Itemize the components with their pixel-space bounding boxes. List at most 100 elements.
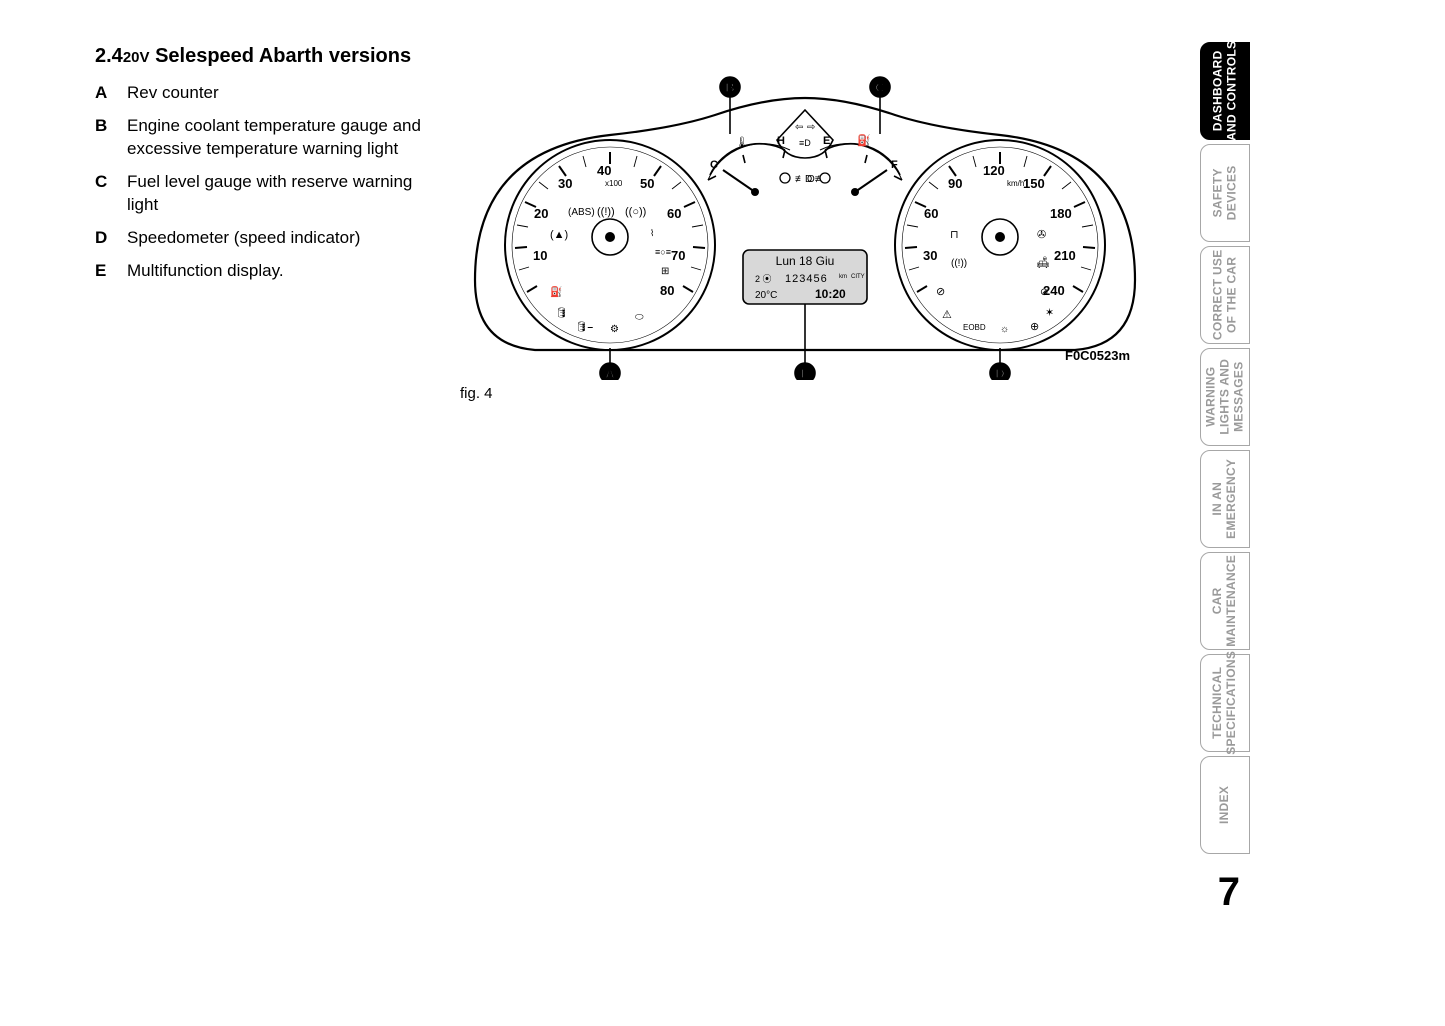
speed-label: 60 — [924, 206, 938, 221]
legend-text: Engine coolant temperature gauge and exc… — [127, 115, 435, 161]
speed-label: 30 — [923, 248, 937, 263]
display-city: CITY — [851, 274, 865, 280]
tab-technical[interactable]: TECHNICALSPECIFICATIONS — [1200, 654, 1250, 752]
oil-icon: 🛢⎯ — [575, 321, 593, 333]
rev-label: 40 — [597, 163, 611, 178]
tab-emergency[interactable]: IN ANEMERGENCY — [1200, 450, 1250, 548]
water-in-fuel-icon: ⛽̣ — [550, 285, 562, 298]
legend-key: D — [95, 227, 113, 250]
power-steer-icon: ((!)) — [951, 258, 967, 269]
tab-correct-use[interactable]: CORRECT USEOF THE CAR — [1200, 246, 1250, 344]
asr-icon: ⊘ — [936, 286, 945, 298]
rev-label: 70 — [671, 248, 685, 263]
heading-small: 20V — [123, 49, 150, 66]
fuel-pump-icon: ⛽ — [857, 134, 871, 147]
legend-text: Speedometer (speed indicator) — [127, 227, 435, 250]
glowplug-icon: ⌇ — [650, 228, 654, 238]
coolant-high: H — [777, 135, 785, 147]
speed-label: 150 — [1023, 176, 1045, 191]
tab-label: SAFETYDEVICES — [1211, 166, 1239, 221]
eobd-icon: EOBD — [963, 323, 986, 332]
legend-item: B Engine coolant temperature gauge and ex… — [95, 115, 435, 161]
legend-text: Fuel level gauge with reserve warning li… — [127, 171, 435, 217]
speed-label: 90 — [948, 176, 962, 191]
display-clock: 10:20 — [815, 287, 846, 301]
door-icon: ⊓ — [950, 229, 959, 241]
tab-label: INDEX — [1218, 786, 1232, 824]
display-temp: 20°C — [755, 290, 777, 301]
heading-suffix: Selespeed Abarth versions — [150, 45, 412, 67]
handbrake-icon: (▲) — [550, 229, 568, 241]
legend-item: ARev counter — [95, 82, 435, 105]
tab-dashboard[interactable]: DASHBOARDAND CONTROLS — [1200, 42, 1250, 140]
fuel-low: E — [823, 135, 830, 147]
engine-mil-icon: ⬭ — [635, 312, 644, 323]
tab-maintenance[interactable]: CARMAINTENANCE — [1200, 552, 1250, 650]
brakewear-icon: ((○)) — [625, 206, 646, 218]
turn-left-icon: ⇦ — [795, 122, 803, 133]
rev-unit: x100 — [605, 179, 623, 188]
heading-prefix: 2.4 — [95, 45, 123, 67]
fuel-high: F — [891, 159, 898, 171]
display-line1: Lun 18 Giu — [776, 254, 835, 268]
tab-warning[interactable]: WARNINGLIGHTS ANDMESSAGES — [1200, 348, 1250, 446]
tab-label: CARMAINTENANCE — [1211, 555, 1239, 647]
tab-safety[interactable]: SAFETYDEVICES — [1200, 144, 1250, 242]
callout-a: A — [605, 366, 615, 380]
speed-label: 210 — [1054, 248, 1076, 263]
callout-b: B — [725, 80, 734, 95]
seatbelt-icon: 🛋 — [1036, 256, 1050, 269]
rev-counter: 10 20 30 40 50 60 70 80 x100 (ABS) ((!))… — [505, 140, 715, 350]
legend-key: E — [95, 260, 113, 283]
legend-key: B — [95, 115, 113, 161]
section-tabs: DASHBOARDAND CONTROLS SAFETYDEVICES CORR… — [1200, 42, 1250, 854]
fog-rear-icon: O≢ — [807, 174, 825, 185]
headlight-icon: ≡D — [799, 138, 811, 148]
thermometer-icon: 🌡 — [735, 136, 749, 149]
callout-c: C — [875, 80, 885, 95]
rev-label: 30 — [558, 176, 572, 191]
tab-label: WARNINGLIGHTS ANDMESSAGES — [1204, 359, 1245, 435]
rev-label: 60 — [667, 206, 681, 221]
oil-level-icon: 🛢 — [555, 307, 568, 319]
legend-text: Multifunction display. — [127, 260, 435, 283]
figure-caption: fig. 4 — [460, 385, 493, 402]
indicator-lamp-icon — [780, 173, 790, 183]
callout-d: D — [995, 366, 1004, 380]
engine-icon: ⚙ — [610, 324, 619, 335]
steering-icon: ⊕ — [1030, 321, 1039, 333]
sidelight-icon: ≡○≡ — [655, 247, 671, 257]
rev-label: 80 — [660, 283, 674, 298]
cruise-icon: ✇ — [1037, 229, 1046, 241]
display-km: km — [839, 274, 847, 280]
battery-icon: ⊞ — [661, 266, 669, 277]
display-odo: 123456 — [785, 273, 828, 285]
speed-label: 120 — [983, 163, 1005, 178]
instrument-cluster-figure: ⇦ ⇨ ≡D C H 🌡 E F ⛽ — [455, 60, 1155, 385]
legend-item: E Multifunction display. — [95, 260, 435, 283]
tab-label: DASHBOARDAND CONTROLS — [1211, 41, 1239, 141]
abs-icon: (ABS) — [568, 207, 595, 218]
rev-label: 20 — [534, 206, 548, 221]
speed-label: 180 — [1050, 206, 1072, 221]
cluster-svg: ⇦ ⇨ ≡D C H 🌡 E F ⛽ — [455, 60, 1155, 380]
legend-key: A — [95, 82, 113, 105]
multifunction-display: Lun 18 Giu 2 ⦿ 123456 km CITY 20°C 10:20 — [743, 250, 867, 304]
page-number: 7 — [1218, 870, 1240, 915]
tab-index[interactable]: INDEX — [1200, 756, 1250, 854]
airbag-off-icon: ⊘ — [1040, 287, 1048, 298]
turn-right-icon: ⇨ — [807, 122, 815, 133]
speed-unit: km/h — [1007, 179, 1024, 188]
coolant-low: C — [710, 159, 718, 171]
legend-item: D Speedometer (speed indicator) — [95, 227, 435, 250]
legend-key: C — [95, 171, 113, 217]
rev-label: 50 — [640, 176, 654, 191]
rev-label: 10 — [533, 248, 547, 263]
lights-icon: ☼ — [1000, 324, 1009, 335]
tab-label: TECHNICALSPECIFICATIONS — [1211, 651, 1239, 755]
brake-icon: ((!)) — [597, 206, 615, 218]
callout-e: E — [801, 366, 810, 380]
display-gear: 2 ⦿ — [755, 274, 772, 284]
tab-label: CORRECT USEOF THE CAR — [1211, 250, 1239, 341]
tab-label: IN ANEMERGENCY — [1211, 459, 1239, 539]
